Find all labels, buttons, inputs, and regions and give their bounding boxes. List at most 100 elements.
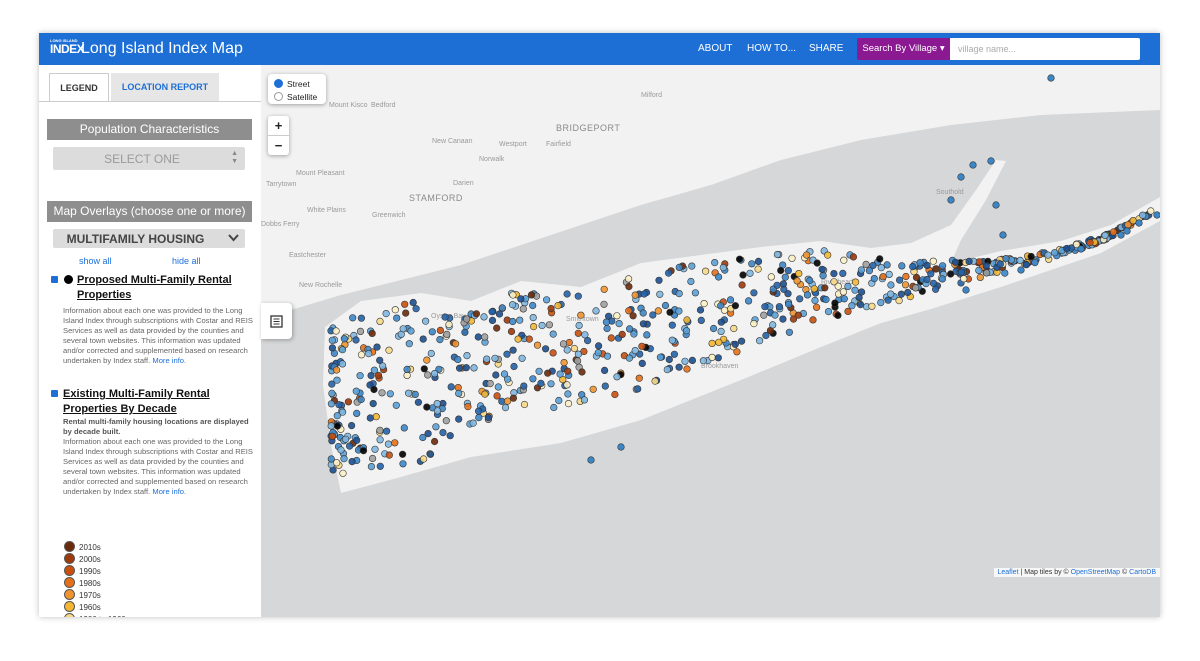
- map-marker[interactable]: [794, 311, 803, 319]
- map-marker[interactable]: [708, 339, 716, 348]
- map-marker[interactable]: [831, 299, 839, 307]
- map-marker[interactable]: [681, 357, 689, 365]
- map-marker[interactable]: [806, 276, 814, 285]
- map-marker[interactable]: [574, 292, 582, 300]
- map-marker[interactable]: [639, 320, 648, 328]
- map-marker[interactable]: [441, 313, 449, 321]
- map-marker[interactable]: [480, 313, 488, 321]
- map-marker[interactable]: [824, 308, 833, 316]
- map-marker[interactable]: [578, 368, 586, 376]
- map-marker[interactable]: [356, 372, 364, 380]
- map-marker[interactable]: [824, 251, 832, 259]
- map-marker[interactable]: [688, 356, 697, 365]
- map-marker[interactable]: [877, 264, 885, 272]
- map-marker[interactable]: [428, 328, 436, 336]
- map-marker[interactable]: [1147, 207, 1155, 215]
- map-marker[interactable]: [708, 353, 716, 362]
- map-marker[interactable]: [777, 266, 785, 275]
- map-marker[interactable]: [419, 335, 427, 343]
- map-marker[interactable]: [656, 353, 665, 361]
- map-marker[interactable]: [543, 296, 551, 304]
- map-marker[interactable]: [969, 161, 977, 169]
- map-marker[interactable]: [897, 290, 905, 298]
- map-marker[interactable]: [589, 385, 597, 393]
- map-marker[interactable]: [495, 310, 504, 318]
- map-marker[interactable]: [481, 390, 489, 398]
- map-marker[interactable]: [731, 302, 740, 310]
- attribution-link[interactable]: Leaflet: [997, 569, 1019, 576]
- map-marker[interactable]: [516, 316, 524, 324]
- map-marker[interactable]: [529, 375, 537, 383]
- map-marker[interactable]: [901, 281, 910, 289]
- map-marker[interactable]: [830, 270, 838, 278]
- map-marker[interactable]: [696, 306, 705, 314]
- map-marker[interactable]: [436, 336, 444, 344]
- map-marker[interactable]: [781, 273, 789, 281]
- show-all[interactable]: show all: [79, 256, 112, 266]
- map-marker[interactable]: [402, 309, 410, 317]
- map-marker[interactable]: [809, 316, 817, 324]
- map-marker[interactable]: [600, 285, 608, 293]
- map-marker[interactable]: [333, 422, 341, 430]
- map-marker[interactable]: [821, 284, 829, 292]
- map-marker[interactable]: [700, 300, 708, 308]
- map-marker[interactable]: [555, 396, 563, 405]
- map-marker[interactable]: [366, 414, 374, 422]
- map-marker[interactable]: [868, 302, 876, 310]
- map-marker[interactable]: [575, 321, 583, 330]
- map-marker[interactable]: [374, 371, 383, 380]
- map-marker[interactable]: [509, 291, 517, 299]
- map-marker[interactable]: [746, 269, 754, 277]
- map-marker[interactable]: [1123, 227, 1131, 235]
- map-marker[interactable]: [793, 277, 801, 285]
- map-marker[interactable]: [822, 295, 830, 304]
- map-marker[interactable]: [403, 365, 411, 374]
- map-marker[interactable]: [631, 347, 639, 355]
- map-marker[interactable]: [420, 365, 428, 373]
- map-marker[interactable]: [813, 259, 821, 267]
- map-marker[interactable]: [626, 325, 634, 333]
- map-marker[interactable]: [927, 270, 935, 278]
- map-marker[interactable]: [733, 348, 741, 356]
- map-marker[interactable]: [929, 257, 937, 265]
- map-marker[interactable]: [530, 323, 538, 331]
- map-marker[interactable]: [492, 371, 500, 379]
- map-marker[interactable]: [762, 331, 770, 340]
- map-marker[interactable]: [904, 288, 912, 297]
- map-marker[interactable]: [795, 270, 803, 278]
- map-marker[interactable]: [399, 460, 407, 468]
- map-marker[interactable]: [537, 379, 545, 388]
- map-marker[interactable]: [785, 328, 794, 336]
- map-marker[interactable]: [962, 286, 970, 294]
- map-marker[interactable]: [711, 259, 719, 267]
- map-marker[interactable]: [587, 456, 595, 464]
- map-marker[interactable]: [469, 419, 477, 427]
- map-marker[interactable]: [819, 272, 827, 280]
- map-marker[interactable]: [840, 295, 848, 303]
- map-marker[interactable]: [427, 349, 435, 358]
- map-marker[interactable]: [771, 311, 779, 319]
- map-marker[interactable]: [488, 308, 496, 316]
- map-marker[interactable]: [545, 321, 554, 329]
- map-marker[interactable]: [887, 281, 895, 289]
- map-marker[interactable]: [365, 350, 373, 358]
- map-marker[interactable]: [376, 356, 384, 364]
- map-marker[interactable]: [643, 331, 651, 339]
- map-marker[interactable]: [938, 262, 947, 270]
- map-marker[interactable]: [812, 303, 821, 311]
- map-marker[interactable]: [409, 298, 417, 307]
- map-marker[interactable]: [947, 196, 955, 204]
- map-marker[interactable]: [750, 289, 758, 297]
- attribution-link[interactable]: CartoDB: [1129, 569, 1156, 576]
- map-marker[interactable]: [347, 422, 356, 430]
- map-marker[interactable]: [565, 338, 573, 347]
- map-marker[interactable]: [327, 455, 335, 463]
- map-marker[interactable]: [414, 398, 422, 406]
- zoom-in[interactable]: +: [268, 116, 289, 136]
- map-marker[interactable]: [1124, 221, 1132, 229]
- map-marker[interactable]: [431, 437, 439, 446]
- map-marker[interactable]: [923, 275, 931, 284]
- map-marker[interactable]: [638, 359, 646, 368]
- map-marker[interactable]: [424, 430, 432, 438]
- map-marker[interactable]: [683, 316, 691, 324]
